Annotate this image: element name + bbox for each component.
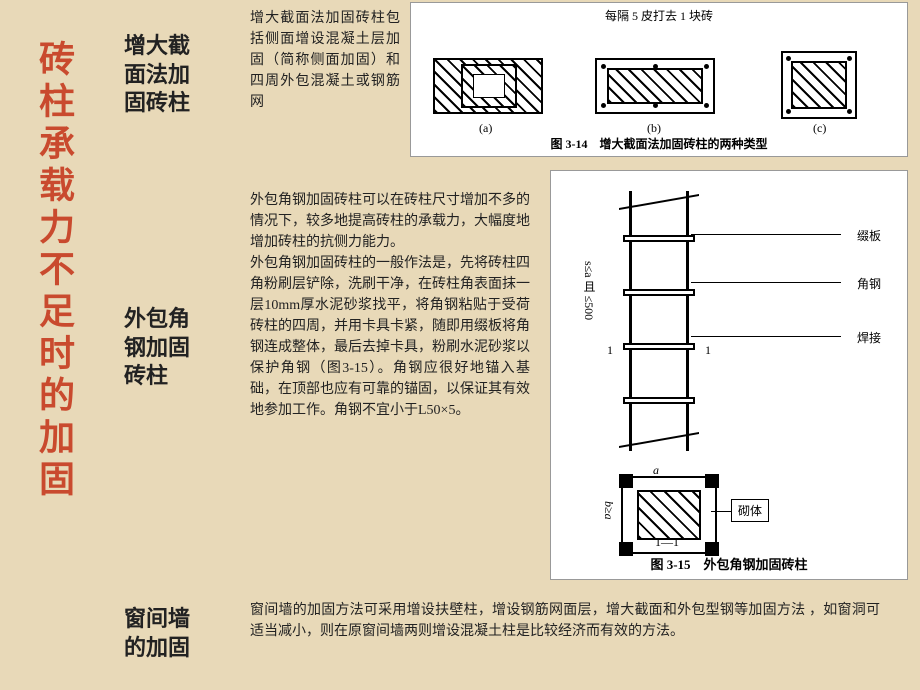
figure-3-15-section-mark-right: 1 <box>705 343 711 358</box>
rebar-dot-icon <box>786 109 791 114</box>
figure-3-15-section-mark-left: 1 <box>607 343 613 358</box>
figure-3-14-sub-a: (a) <box>479 121 492 136</box>
section2-body: 外包角钢加固砖柱可以在砖柱尺寸增加不多的情况下，较多地提高砖柱的承载力，大幅度地… <box>250 190 530 421</box>
section3-body: 窗间墙的加固方法可采用增设扶壁柱，增设钢筋网面层，增大截面和外包型钢等加固方法 … <box>250 600 880 642</box>
section1-label-line2: 面法加 <box>124 61 234 90</box>
page-vertical-title: 砖柱承载力不足时的加固 <box>28 40 80 502</box>
section3-label-line2: 的加固 <box>124 634 234 663</box>
section1-body: 增大截面法加固砖柱包括侧面增设混凝土层加固（简称侧面加固）和四周外包混凝土或钢筋… <box>250 8 400 113</box>
section2-label: 外包角 钢加固 砖柱 <box>124 305 234 391</box>
batten-plate-icon <box>623 235 695 242</box>
figure-3-15-elevation: s≤a 且 ≤500 1 1 <box>599 191 729 451</box>
section2-label-line1: 外包角 <box>124 305 234 334</box>
batten-plate-icon <box>623 343 695 350</box>
section1-label-line1: 增大截 <box>124 32 234 61</box>
annotation-angle-steel: 角钢 <box>857 275 881 292</box>
figure-3-15-section-label: 1—1 <box>655 535 679 550</box>
annotation-masonry: 砌体 <box>731 499 769 522</box>
figure-3-14-sub-c: (c) <box>813 121 826 136</box>
figure-3-15-dim-b: b≥a <box>601 501 616 520</box>
figure-3-14-b <box>595 58 715 114</box>
figure-3-15: s≤a 且 ≤500 1 1 缀板 角钢 焊接 a b≥a 砌体 1—1 图 3… <box>550 170 908 580</box>
leader-line-icon <box>711 511 731 512</box>
break-line-icon <box>619 435 699 445</box>
figure-3-14-a-inner <box>461 64 517 108</box>
angle-steel-bar-icon <box>629 191 632 451</box>
batten-plate-icon <box>623 397 695 404</box>
leader-line-icon <box>691 336 841 337</box>
masonry-hatch-icon <box>637 490 701 540</box>
rebar-dot-icon <box>653 103 658 108</box>
figure-3-14-a-core <box>473 74 505 98</box>
rebar-dot-icon <box>601 64 606 69</box>
rebar-dot-icon <box>786 56 791 61</box>
rebar-dot-icon <box>847 56 852 61</box>
figure-3-14-top-caption: 每隔 5 皮打去 1 块砖 <box>411 7 907 24</box>
figure-3-14-caption: 图 3-14 增大截面法加固砖柱的两种类型 <box>411 135 907 152</box>
figure-3-14-b-inner <box>607 68 703 104</box>
annotation-batten-plate: 缀板 <box>857 227 881 244</box>
figure-3-14: 每隔 5 皮打去 1 块砖 (a) (b) (c) 图 3-14 增大截面法加固… <box>410 2 908 157</box>
leader-line-icon <box>691 282 841 283</box>
figure-3-15-caption: 图 3-15 外包角钢加固砖柱 <box>551 554 907 573</box>
section1-label: 增大截 面法加 固砖柱 <box>124 32 234 118</box>
figure-3-15-dim-spacing: s≤a 且 ≤500 <box>581 261 598 320</box>
rebar-dot-icon <box>653 64 658 69</box>
angle-corner-icon <box>705 474 719 488</box>
section3-label-line1: 窗间墙 <box>124 605 234 634</box>
angle-steel-bar-icon <box>686 191 689 451</box>
section3-label: 窗间墙 的加固 <box>124 605 234 662</box>
section2-label-line2: 钢加固 <box>124 334 234 363</box>
figure-3-14-c <box>781 51 857 119</box>
batten-plate-icon <box>623 289 695 296</box>
section1-label-line3: 固砖柱 <box>124 89 234 118</box>
section2-label-line3: 砖柱 <box>124 362 234 391</box>
angle-corner-icon <box>619 474 633 488</box>
figure-3-14-sub-b: (b) <box>647 121 661 136</box>
leader-line-icon <box>691 234 841 235</box>
figure-3-14-a <box>433 58 543 114</box>
break-line-icon <box>619 197 699 207</box>
rebar-dot-icon <box>704 64 709 69</box>
annotation-weld: 焊接 <box>857 329 881 346</box>
rebar-dot-icon <box>704 103 709 108</box>
figure-3-14-c-inner <box>791 61 847 109</box>
rebar-dot-icon <box>847 109 852 114</box>
rebar-dot-icon <box>601 103 606 108</box>
